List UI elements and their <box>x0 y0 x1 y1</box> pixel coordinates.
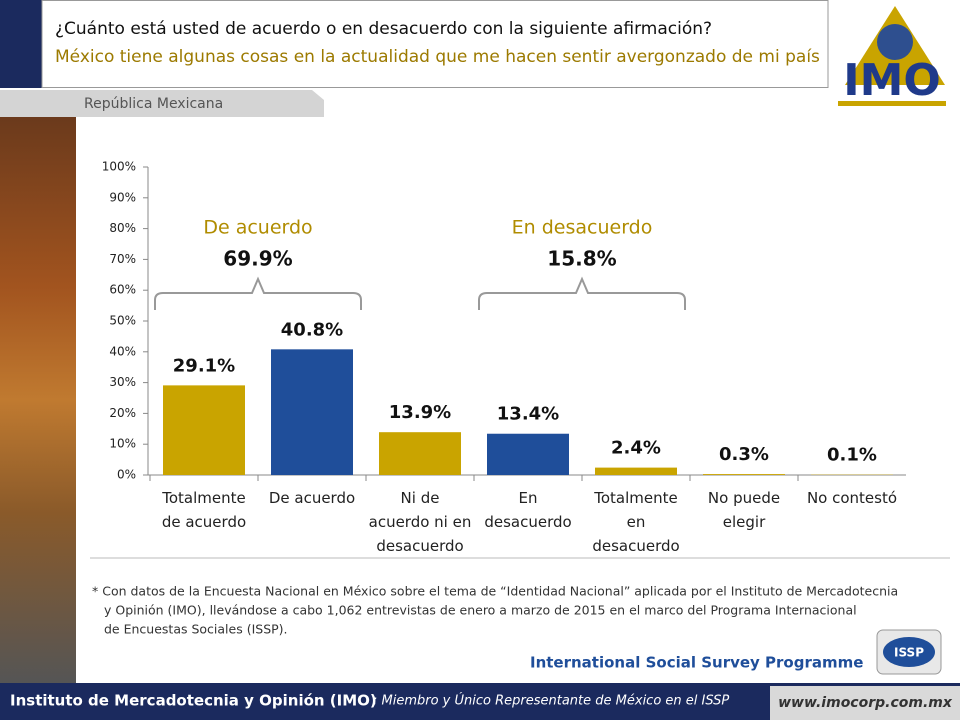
x-tick-label: Totalmente de acuerdo <box>161 489 247 531</box>
statement: México tiene algunas cosas en la actuali… <box>55 47 820 67</box>
bar <box>379 432 461 475</box>
bracket <box>478 276 686 310</box>
bracket <box>154 276 362 310</box>
y-tick-label: 100% <box>102 160 136 174</box>
decorative-art <box>0 117 76 683</box>
y-tick-label: 90% <box>109 190 136 204</box>
issp-oval <box>883 637 935 667</box>
x-tick-label: En desacuerdo <box>484 489 572 531</box>
group-total: 69.9% <box>223 247 292 271</box>
footnote: y Opinión (IMO), llevándose a cabo 1,062… <box>104 603 857 618</box>
bar <box>271 349 353 475</box>
y-tick-label: 60% <box>109 283 136 297</box>
region-tab <box>0 90 324 117</box>
institute: Instituto de Mercadotecnia y Opinión (IM… <box>10 692 377 710</box>
member: : Miembro y Único Representante de Méxic… <box>373 693 729 709</box>
group-label: De acuerdo <box>203 217 312 239</box>
bar <box>487 433 569 475</box>
value-label: 13.4% <box>497 404 559 425</box>
region: República Mexicana <box>84 96 223 112</box>
programme: International Social Survey Programme <box>530 654 863 672</box>
bar <box>595 467 677 475</box>
value-label: 2.4% <box>611 438 661 459</box>
group-label: En desacuerdo <box>512 217 653 239</box>
y-tick-label: 30% <box>109 375 136 389</box>
bar <box>703 474 785 475</box>
value-label: 29.1% <box>173 355 235 376</box>
x-tick-label: Ni de acuerdo ni en desacuerdo <box>368 489 472 555</box>
footnote: * Con datos de la Encuesta Nacional en M… <box>92 584 898 599</box>
y-tick-label: 70% <box>109 252 136 266</box>
y-tick-label: 20% <box>109 406 136 420</box>
footnote: de Encuestas Sociales (ISSP). <box>104 622 288 637</box>
value-label: 40.8% <box>281 319 343 340</box>
url: www.imocorp.com.mx <box>778 695 953 711</box>
y-tick-label: 10% <box>109 437 136 451</box>
url-box <box>770 686 960 720</box>
x-tick-label: Totalmente en desacuerdo <box>592 489 680 555</box>
y-tick-label: 0% <box>117 468 136 482</box>
value-label: 0.3% <box>719 444 769 465</box>
issp: ISSP <box>894 646 924 660</box>
logo-sphere <box>877 24 913 60</box>
y-tick-label: 80% <box>109 221 136 235</box>
bar <box>163 385 245 475</box>
x-tick-label: De acuerdo <box>268 489 356 507</box>
question: ¿Cuánto está usted de acuerdo o en desac… <box>55 19 712 39</box>
header-box <box>41 0 829 88</box>
logo: IMO <box>843 55 941 106</box>
value-label: 0.1% <box>827 445 877 466</box>
header-strip <box>0 0 42 88</box>
x-tick-label: No puede elegir <box>707 489 781 531</box>
y-tick-label: 40% <box>109 344 136 358</box>
x-tick-label: No contestó <box>806 489 898 507</box>
value-label: 13.9% <box>389 402 451 423</box>
group-total: 15.8% <box>547 247 616 271</box>
y-tick-label: 50% <box>109 314 136 328</box>
logo-bar <box>838 101 946 106</box>
